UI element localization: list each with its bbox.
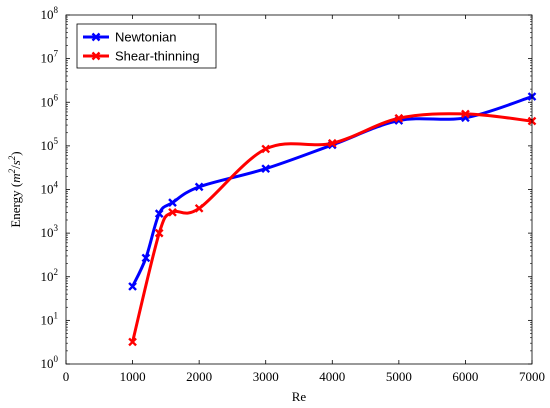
y-label-s: s <box>8 160 23 165</box>
x-axis-label: Re <box>292 389 307 404</box>
y-tick-label: 108 <box>41 5 59 22</box>
y-label-m-exp: 2 <box>7 168 17 173</box>
x-tick-label: 3000 <box>253 369 279 384</box>
y-label-prefix: Energy ( <box>8 183 23 228</box>
data-point-newtonian <box>168 198 177 207</box>
x-tick-label: 0 <box>63 369 70 384</box>
series-shear-thinning <box>128 109 537 347</box>
data-point-newtonian <box>128 282 137 291</box>
y-tick-label: 103 <box>41 223 59 240</box>
y-tick-exponent: 4 <box>54 180 59 190</box>
y-tick-label: 100 <box>41 354 59 371</box>
y-tick-exponent: 3 <box>54 223 59 233</box>
x-tick-label: 6000 <box>452 369 478 384</box>
data-point-shear-thinning <box>327 138 337 148</box>
data-point-shear-thinning <box>194 203 204 213</box>
y-tick-exponent: 2 <box>54 267 59 277</box>
data-point-newtonian <box>154 209 164 218</box>
legend-label-shear-thinning: Shear-thinning <box>115 49 200 64</box>
data-point-shear-thinning <box>154 228 164 238</box>
data-point-newtonian <box>194 182 204 192</box>
y-tick-label: 104 <box>41 180 59 197</box>
y-tick-base: 10 <box>41 182 54 197</box>
y-tick-label: 105 <box>41 136 59 153</box>
legend-box <box>76 23 217 69</box>
x-tick-label: 1000 <box>120 369 146 384</box>
y-label-m: m <box>8 173 23 182</box>
y-tick-base: 10 <box>41 312 54 327</box>
y-label-slash: / <box>8 165 23 169</box>
series-line-newtonian <box>131 95 534 288</box>
y-label-suffix: ) <box>8 151 23 155</box>
y-tick-label: 101 <box>41 310 59 327</box>
y-tick-exponent: 1 <box>54 310 59 320</box>
y-tick-exponent: 6 <box>54 92 59 102</box>
x-tick-label: 5000 <box>386 369 412 384</box>
x-tick-label: 7000 <box>519 369 545 384</box>
data-point-newtonian <box>141 253 151 263</box>
legend-marker-shear-thinning <box>91 51 101 61</box>
data-point-shear-thinning <box>461 109 470 119</box>
data-point-shear-thinning <box>128 337 137 347</box>
series-layer <box>128 92 537 347</box>
data-point-newtonian <box>261 164 271 174</box>
legend-marker-newtonian <box>91 32 101 42</box>
ticks-layer: 0 1000 2000 3000 4000 5000 6000 700010010110210… <box>41 5 546 384</box>
y-tick-base: 10 <box>41 356 54 371</box>
legend-label-newtonian: Newtonian <box>115 30 176 45</box>
y-tick-exponent: 0 <box>54 354 59 364</box>
y-tick-base: 10 <box>41 7 54 22</box>
data-point-shear-thinning <box>394 113 404 123</box>
y-tick-exponent: 5 <box>54 136 59 146</box>
y-tick-exponent: 8 <box>54 5 59 15</box>
y-tick-label: 107 <box>41 49 59 66</box>
data-point-shear-thinning <box>261 144 271 154</box>
data-point-shear-thinning <box>168 207 177 217</box>
y-tick-base: 10 <box>41 51 54 66</box>
y-tick-base: 10 <box>41 94 54 109</box>
y-tick-base: 10 <box>41 225 54 240</box>
series-newtonian <box>128 92 537 291</box>
x-tick-label: 2000 <box>186 369 212 384</box>
y-tick-base: 10 <box>41 138 54 153</box>
x-tick-label: 4000 <box>319 369 345 384</box>
y-tick-base: 10 <box>41 269 54 284</box>
legend: Newtonian Shear-thinning <box>76 23 217 69</box>
y-label-s-exp: 2 <box>7 155 17 160</box>
y-axis-label: Energy (m2/s2) <box>7 151 23 227</box>
y-tick-exponent: 7 <box>54 49 59 59</box>
y-tick-label: 102 <box>41 267 59 284</box>
y-tick-label: 106 <box>41 92 59 109</box>
